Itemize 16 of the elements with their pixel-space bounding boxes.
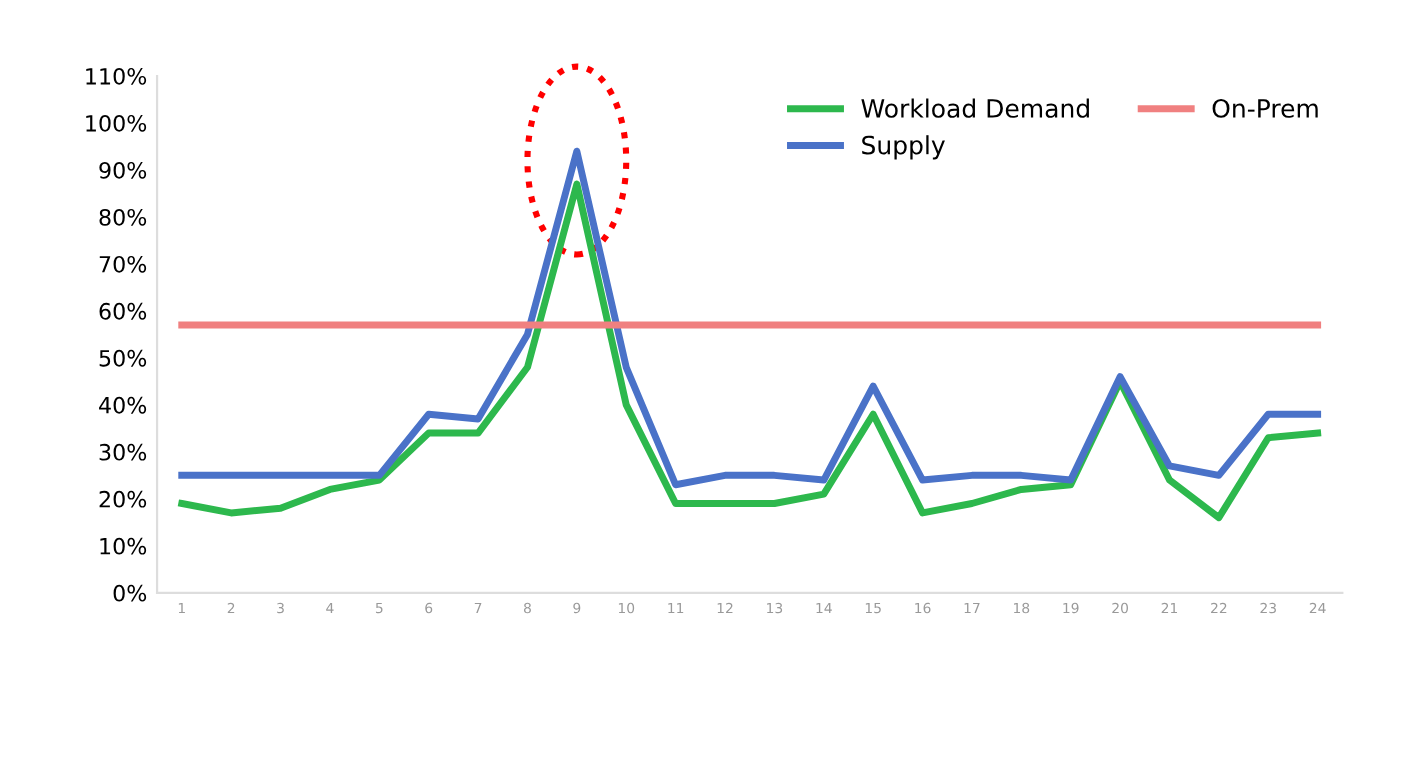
- y-tick-label: 60%: [99, 302, 147, 320]
- legend-label: Supply: [862, 135, 945, 160]
- line-series: [178, 180, 1322, 522]
- legend-label: Workload Demand: [861, 98, 1089, 118]
- y-tick-label: 90%: [99, 161, 147, 179]
- y-tick-label: 110%: [86, 67, 147, 85]
- y-tick-label: 40%: [99, 396, 147, 414]
- y-tick-label: 80%: [99, 208, 147, 226]
- y-tick-label: 50%: [99, 349, 147, 367]
- legend-label: On-Prem: [1212, 98, 1318, 118]
- y-tick-label: 70%: [99, 255, 147, 273]
- y-tick-label: 0%: [113, 584, 147, 602]
- y-tick-label: 10%: [100, 537, 147, 555]
- y-tick-label: 20%: [99, 490, 147, 508]
- y-tick-label: 30%: [99, 443, 147, 461]
- y-tick-label: 100%: [86, 114, 147, 132]
